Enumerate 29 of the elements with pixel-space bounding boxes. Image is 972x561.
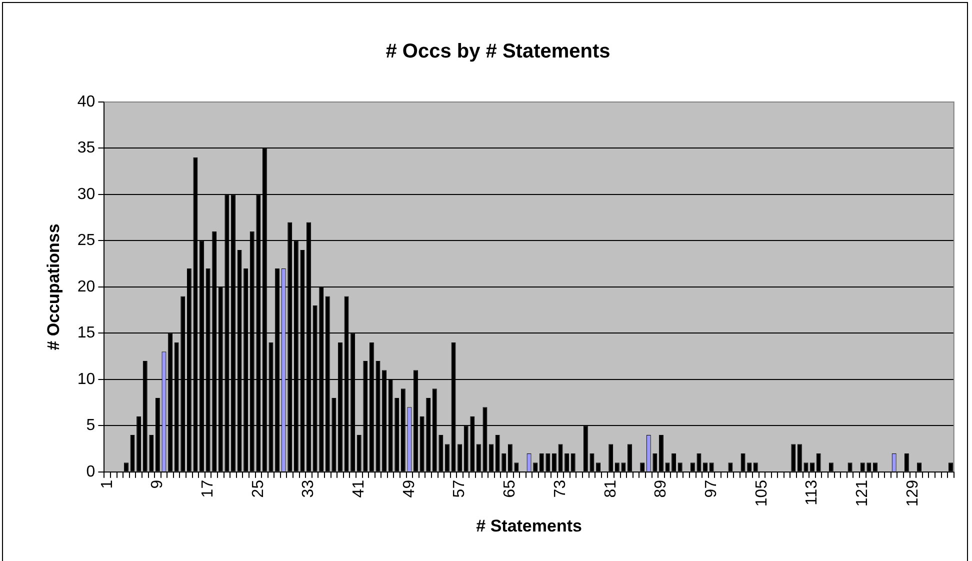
y-tick-label: 0 [86, 463, 96, 480]
y-tick-label: 20 [77, 278, 96, 296]
x-tick-label: 33 [300, 480, 318, 498]
x-tick-label: 81 [602, 480, 620, 498]
x-tick-label: 121 [854, 480, 872, 507]
y-tick-label: 40 [77, 93, 96, 110]
y-tick-label: 25 [77, 232, 96, 250]
x-tick-label: 97 [702, 480, 720, 498]
x-tick-label: 105 [753, 480, 770, 507]
x-tick-label: 113 [804, 480, 821, 506]
y-tick-label: 30 [77, 186, 96, 203]
chart-title: # Occs by # Statements [386, 40, 610, 63]
x-tick-label: 129 [904, 480, 922, 507]
y-tick-label: 10 [77, 370, 96, 388]
x-tick-label: 25 [250, 480, 267, 498]
y-tick-label: 15 [77, 324, 96, 342]
x-axis-title: # Statements [476, 516, 582, 536]
x-tick-label: 65 [502, 480, 519, 498]
x-tick-label: 49 [400, 480, 418, 498]
x-tick-label: 57 [451, 480, 468, 498]
x-tick-label: 17 [199, 480, 216, 498]
y-axis-title: # Occupationss [44, 224, 63, 350]
x-tick-label: 41 [350, 480, 368, 498]
x-tick-label: 73 [552, 480, 569, 498]
y-tick-label: 35 [77, 140, 96, 157]
x-tick-label: 1 [98, 480, 116, 489]
x-tick-label: 89 [652, 480, 670, 498]
y-tick-label: 5 [86, 417, 96, 434]
x-tick-label: 9 [149, 480, 166, 489]
